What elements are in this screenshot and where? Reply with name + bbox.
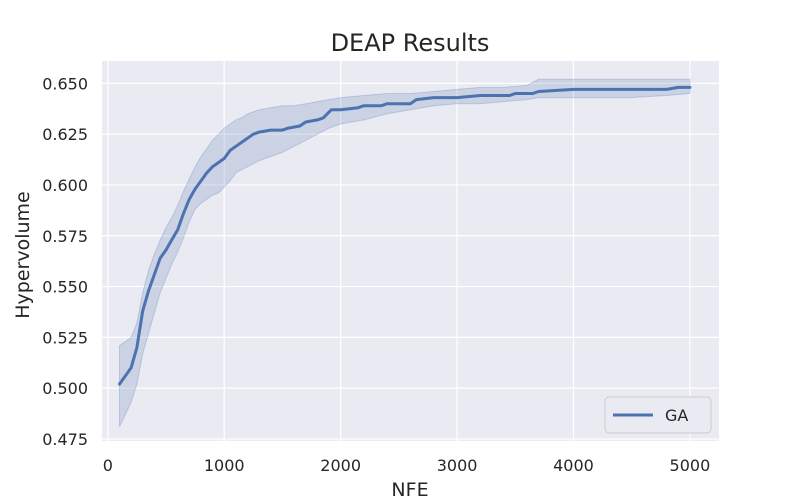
y-tick-label: 0.475 — [42, 430, 88, 449]
legend: GA — [604, 396, 712, 434]
x-tick-labels: 0 1000 2000 3000 4000 5000 — [103, 456, 711, 475]
x-tick-label: 5000 — [670, 456, 711, 475]
x-tick-label: 4000 — [553, 456, 594, 475]
series-line-ga — [118, 85, 692, 386]
plot-background — [102, 61, 719, 441]
y-tick-label: 0.625 — [42, 125, 88, 144]
y-axis-label: Hypervolume — [12, 191, 34, 318]
y-tick-labels: 0.475 0.500 0.525 0.550 0.575 0.600 0.625 0.650 — [42, 74, 88, 449]
x-tick-label: 0 — [103, 456, 113, 475]
y-tick-label: 0.600 — [42, 176, 88, 195]
chart-title: DEAP Results — [331, 29, 490, 57]
legend-label: GA — [665, 406, 688, 425]
y-tick-label: 0.500 — [42, 379, 88, 398]
grid-layer — [102, 61, 719, 441]
confidence-band — [119, 78, 691, 428]
legend-box — [604, 396, 712, 434]
series-line-layer — [118, 85, 692, 386]
x-tick-label: 1000 — [204, 456, 245, 475]
x-axis-label: NFE — [391, 479, 428, 500]
confidence-band-layer — [119, 78, 691, 428]
y-tick-label: 0.525 — [42, 328, 88, 347]
y-tick-label: 0.550 — [42, 278, 88, 297]
y-tick-label: 0.650 — [42, 74, 88, 93]
x-tick-label: 3000 — [437, 456, 478, 475]
y-tick-label: 0.575 — [42, 227, 88, 246]
x-tick-label: 2000 — [320, 456, 361, 475]
